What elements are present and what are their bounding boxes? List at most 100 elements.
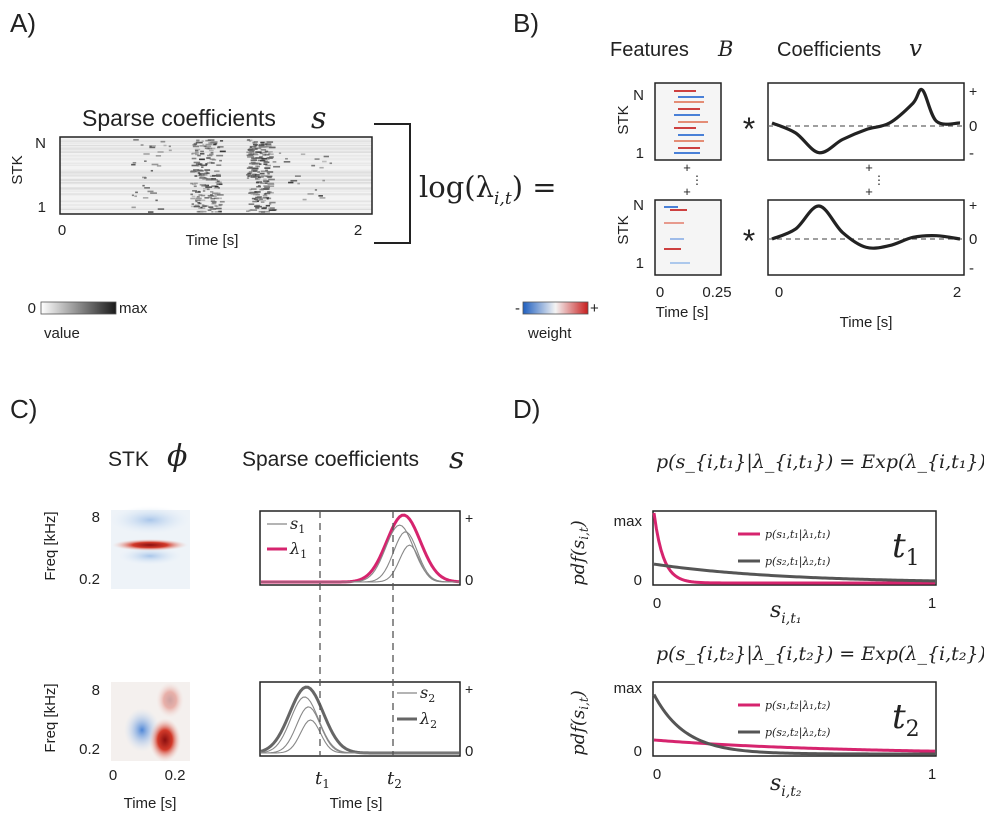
sparse-plot-2-frame xyxy=(259,681,461,757)
heatmap-cell xyxy=(206,145,212,148)
heatmap-cell xyxy=(257,196,263,198)
feat-plus-1: + xyxy=(683,160,691,175)
heatmap-cell xyxy=(290,179,298,182)
stk-1-blue-blob xyxy=(110,506,190,534)
heatmap-cell xyxy=(190,193,193,196)
heatmap-cell xyxy=(263,178,267,181)
heatmap-cell xyxy=(272,161,277,163)
heatmap-cell xyxy=(264,182,268,184)
heatmap-cell xyxy=(200,210,207,213)
heatmap-cell xyxy=(265,204,271,207)
heatmap-cell xyxy=(249,209,253,211)
heatmap-cell xyxy=(318,195,323,197)
weight-cbar-max: + xyxy=(590,300,599,317)
heatmap-cell xyxy=(205,186,213,188)
coeff2-tick-zero: 0 xyxy=(969,231,977,248)
sp1-tick-plus: + xyxy=(465,510,473,526)
heatmap-cell xyxy=(258,145,264,148)
stk-1-red-band xyxy=(112,539,188,551)
heatmap-cell xyxy=(265,145,272,147)
panel-a-title: Sparse coefficients xyxy=(82,105,276,131)
heatmap-cell xyxy=(214,211,219,213)
heatmap-cell xyxy=(200,206,203,209)
heatmap-cell xyxy=(248,203,255,205)
stk-title: STK xyxy=(108,448,149,471)
heatmap-cell xyxy=(265,169,269,172)
heatmap-cell xyxy=(190,205,196,208)
d-bottom-series xyxy=(652,693,936,756)
heatmap-cell xyxy=(218,192,221,195)
panel-a-letter: A) xyxy=(10,8,36,38)
heatmap-cell xyxy=(251,197,256,200)
heatmap-cell xyxy=(168,149,172,152)
heatmap-cell xyxy=(260,170,268,173)
heatmap-cell xyxy=(195,141,203,144)
stk-symbol: ϕ xyxy=(167,439,187,474)
heatmap-cell xyxy=(253,153,259,156)
heatmap-cell xyxy=(266,171,274,173)
heatmap-cell xyxy=(206,172,209,174)
heatmap-cell xyxy=(267,157,273,159)
heatmap-cell xyxy=(259,199,267,202)
heatmap-cell xyxy=(266,141,274,143)
heatmap-cell xyxy=(144,160,147,162)
coeff-xtick-left: 0 xyxy=(775,284,783,301)
heatmap-cell xyxy=(135,191,138,194)
coeff1-tick-plus: + xyxy=(969,83,977,99)
d-bottom-ylabel: pdf(si,t) xyxy=(568,690,591,755)
stk-2-red-blob xyxy=(149,718,181,762)
s-curve xyxy=(261,544,459,583)
heatmap-cell xyxy=(268,197,272,200)
stk1-ytick-bottom: 0.2 xyxy=(79,571,100,588)
heatmap-cell xyxy=(246,139,253,142)
heatmap-cell xyxy=(249,145,256,148)
stk-2-marks xyxy=(124,682,184,762)
eq-top: p(s_{i,t₁}|λ_{i,t₁}) = Exp(λ_{i,t₁}) xyxy=(656,451,984,473)
heatmap-cell xyxy=(149,146,156,149)
value-colorbar xyxy=(40,301,117,315)
heatmap-cell xyxy=(196,164,200,167)
d-bottom-xlabel: si,t₂ xyxy=(770,771,802,800)
heatmap-cell xyxy=(212,192,219,195)
heatmap-cell xyxy=(217,146,224,148)
sp2-tick-zero: 0 xyxy=(465,743,473,760)
feat1-ytick-top: N xyxy=(633,87,644,104)
feature-stripe xyxy=(678,121,708,123)
heatmap-cell xyxy=(255,165,258,168)
heatmap-cell xyxy=(262,194,268,197)
heatmap-row xyxy=(60,171,372,174)
pdf-curve xyxy=(653,562,936,583)
value-cbar-max: max xyxy=(119,300,148,317)
heatmap-cell xyxy=(147,190,154,193)
heatmap-cell xyxy=(156,165,162,167)
feat2-ytick-top: N xyxy=(633,197,644,214)
heatmap-cell xyxy=(268,185,275,187)
heatmap-cell xyxy=(190,197,196,200)
heatmap-cell xyxy=(219,159,222,162)
heatmap-cell xyxy=(193,205,200,208)
heatmap-row xyxy=(60,171,372,174)
heatmap-cell xyxy=(142,184,145,187)
feature-stripe xyxy=(674,127,696,129)
stk-2-red-haze xyxy=(156,682,184,718)
feat-xlabel: Time [s] xyxy=(656,304,709,321)
heatmap-cell xyxy=(193,185,197,188)
heatmap-cell xyxy=(263,185,270,187)
heatmap-cell xyxy=(262,151,267,154)
feature-map-2-marks xyxy=(664,206,690,264)
heatmap-cell xyxy=(214,185,219,188)
heatmap-cell xyxy=(251,157,257,160)
heatmap-cell xyxy=(210,151,214,154)
heatmap-cell xyxy=(268,207,275,210)
heatmap-cell xyxy=(250,159,257,162)
pdf-curve xyxy=(652,512,935,585)
heatmap-cell xyxy=(193,169,200,171)
heatmap-cell xyxy=(194,149,199,152)
heatmap-cell xyxy=(256,185,261,188)
pdf-curve xyxy=(653,738,936,753)
heatmap-row xyxy=(60,145,372,147)
feature-stripe xyxy=(664,222,684,224)
heatmap-cell xyxy=(255,181,260,184)
heatmap-cell xyxy=(246,151,253,154)
feature-stripe xyxy=(670,238,684,240)
